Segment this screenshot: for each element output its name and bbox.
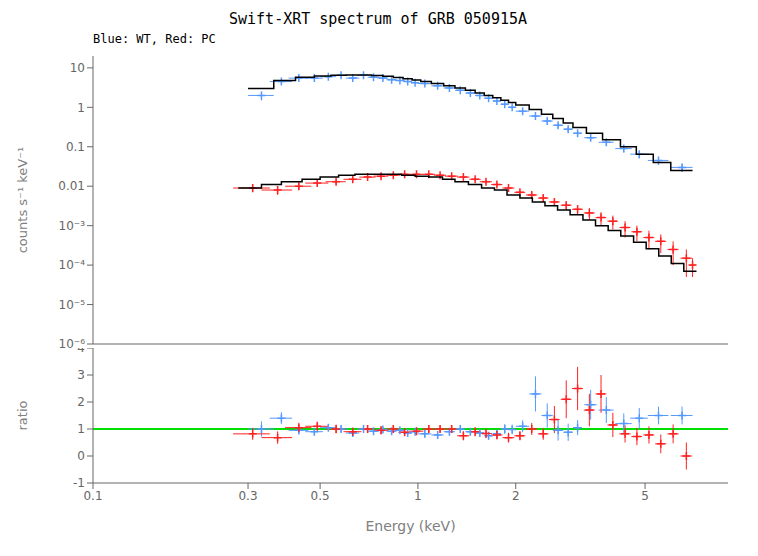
svg-text:1: 1 — [77, 422, 85, 436]
svg-text:5: 5 — [641, 489, 649, 503]
svg-text:counts s⁻¹ keV⁻¹: counts s⁻¹ keV⁻¹ — [15, 147, 30, 254]
svg-text:0: 0 — [77, 449, 85, 463]
svg-text:1: 1 — [414, 489, 422, 503]
svg-text:10⁻³: 10⁻³ — [59, 219, 86, 233]
svg-text:4: 4 — [77, 348, 85, 355]
svg-text:0.01: 0.01 — [58, 179, 85, 193]
svg-text:10: 10 — [70, 61, 85, 75]
svg-text:1: 1 — [77, 101, 85, 115]
svg-text:0.5: 0.5 — [311, 489, 330, 503]
svg-text:-1: -1 — [73, 476, 85, 490]
html-text:Swift-XRT spectrum of GRB 0509: Swift-XRT spectrum of GRB 050915A — [229, 10, 527, 28]
svg-text:Energy (keV): Energy (keV) — [365, 518, 455, 534]
svg-text:10⁻⁶: 10⁻⁶ — [59, 337, 86, 348]
svg-text:2: 2 — [512, 489, 520, 503]
svg-text:0.1: 0.1 — [83, 489, 102, 503]
svg-text:ratio: ratio — [15, 400, 30, 430]
svg-text:10⁻⁴: 10⁻⁴ — [59, 258, 86, 272]
svg-text:2: 2 — [77, 395, 85, 409]
svg-text:3: 3 — [77, 368, 85, 382]
html-text:Blue: WT, Red: PC: Blue: WT, Red: PC — [93, 32, 216, 46]
svg-text:0.1: 0.1 — [66, 140, 85, 154]
svg-text:0.3: 0.3 — [238, 489, 257, 503]
svg-text:10⁻⁵: 10⁻⁵ — [59, 298, 86, 312]
